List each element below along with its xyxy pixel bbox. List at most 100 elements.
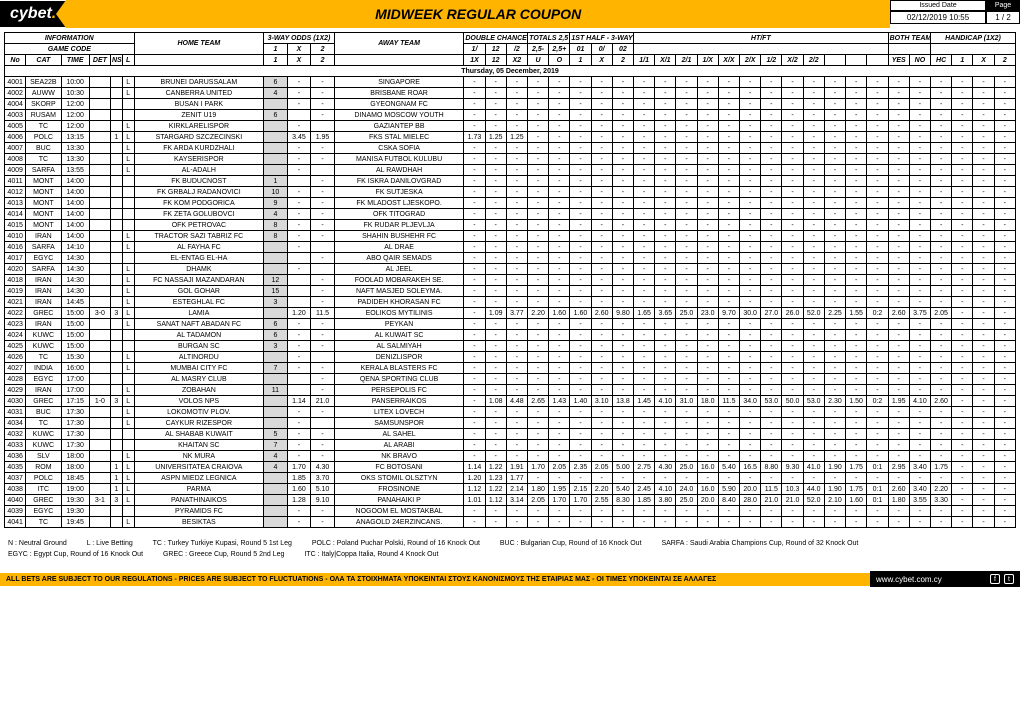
cell: - bbox=[740, 88, 761, 99]
cell bbox=[89, 220, 110, 231]
cell: - bbox=[549, 132, 570, 143]
cell: - bbox=[464, 253, 485, 264]
cell: - bbox=[931, 165, 952, 176]
cell: - bbox=[485, 418, 506, 429]
cell: - bbox=[931, 286, 952, 297]
cell: 50.0 bbox=[782, 396, 803, 407]
cell: - bbox=[506, 451, 527, 462]
cell: - bbox=[867, 363, 888, 374]
cell: - bbox=[464, 319, 485, 330]
cell: - bbox=[782, 88, 803, 99]
cell bbox=[111, 517, 123, 528]
cell: - bbox=[973, 396, 994, 407]
cell: - bbox=[287, 99, 311, 110]
cell: - bbox=[867, 231, 888, 242]
cell: 4009 bbox=[5, 165, 26, 176]
cell: - bbox=[740, 264, 761, 275]
cell: 19:30 bbox=[61, 495, 89, 506]
cell: 16.0 bbox=[697, 484, 718, 495]
home-team: EL-ENTAG EL-HA bbox=[134, 253, 264, 264]
cell: 18:00 bbox=[61, 451, 89, 462]
cell bbox=[122, 110, 134, 121]
cell: - bbox=[718, 264, 739, 275]
cell: - bbox=[803, 517, 824, 528]
cell bbox=[264, 99, 288, 110]
home-team: CANBERRA UNITED bbox=[134, 88, 264, 99]
cell: - bbox=[931, 209, 952, 220]
cell bbox=[111, 253, 123, 264]
facebook-icon[interactable]: f bbox=[990, 574, 1000, 584]
cell: MONT bbox=[26, 198, 61, 209]
cell: L bbox=[122, 363, 134, 374]
cell: - bbox=[909, 352, 930, 363]
cell: - bbox=[824, 154, 845, 165]
cell: - bbox=[846, 77, 867, 88]
cell: - bbox=[867, 198, 888, 209]
cell: - bbox=[527, 440, 548, 451]
away-team: LITEX LOVECH bbox=[334, 407, 464, 418]
cell: 1-0 bbox=[89, 396, 110, 407]
cell: 5 bbox=[264, 429, 288, 440]
cell: - bbox=[782, 352, 803, 363]
cell: - bbox=[485, 143, 506, 154]
cell bbox=[89, 143, 110, 154]
cell: 8 bbox=[264, 220, 288, 231]
cell: - bbox=[931, 352, 952, 363]
cell: 10 bbox=[264, 187, 288, 198]
cell: - bbox=[824, 231, 845, 242]
cell: - bbox=[570, 275, 591, 286]
cell: - bbox=[697, 352, 718, 363]
cell: 6 bbox=[264, 330, 288, 341]
cell: 1 bbox=[111, 132, 123, 143]
cell: - bbox=[655, 99, 676, 110]
cell: - bbox=[718, 209, 739, 220]
cell: 3-1 bbox=[89, 495, 110, 506]
cell: 3 bbox=[264, 341, 288, 352]
cell: - bbox=[311, 451, 335, 462]
cell: - bbox=[549, 374, 570, 385]
cell: 1.12 bbox=[464, 484, 485, 495]
cell: - bbox=[697, 330, 718, 341]
cell: - bbox=[570, 440, 591, 451]
cell: 14:30 bbox=[61, 264, 89, 275]
cell: - bbox=[287, 451, 311, 462]
cell bbox=[111, 352, 123, 363]
cell: - bbox=[867, 352, 888, 363]
cell bbox=[111, 385, 123, 396]
cell: - bbox=[761, 121, 782, 132]
cell: 12:00 bbox=[61, 99, 89, 110]
away-team: PADIDEH KHORASAN FC bbox=[334, 297, 464, 308]
cell: - bbox=[591, 187, 612, 198]
away-team: FKS STAL MIELEC bbox=[334, 132, 464, 143]
cell: - bbox=[549, 319, 570, 330]
cell: - bbox=[761, 132, 782, 143]
cell: - bbox=[570, 363, 591, 374]
cell: - bbox=[931, 319, 952, 330]
cell: - bbox=[655, 231, 676, 242]
cell: 1.70 bbox=[549, 495, 570, 506]
cell: - bbox=[655, 297, 676, 308]
cell: ROM bbox=[26, 462, 61, 473]
cell: 14:45 bbox=[61, 297, 89, 308]
cell: - bbox=[973, 363, 994, 374]
cell: 5.90 bbox=[718, 484, 739, 495]
cell bbox=[89, 253, 110, 264]
cell: 1.90 bbox=[824, 484, 845, 495]
cell: - bbox=[634, 374, 655, 385]
cell: - bbox=[506, 242, 527, 253]
cell: - bbox=[909, 330, 930, 341]
cell: - bbox=[697, 275, 718, 286]
cell: - bbox=[740, 407, 761, 418]
cell: - bbox=[634, 220, 655, 231]
twitter-icon[interactable]: t bbox=[1004, 574, 1014, 584]
cell: - bbox=[311, 198, 335, 209]
cell: 9.30 bbox=[782, 462, 803, 473]
cell: 3.10 bbox=[591, 396, 612, 407]
cell bbox=[264, 132, 288, 143]
cell bbox=[111, 330, 123, 341]
cell: - bbox=[612, 429, 633, 440]
cell: 6 bbox=[264, 319, 288, 330]
cell: - bbox=[676, 187, 697, 198]
cell: - bbox=[506, 165, 527, 176]
cell: - bbox=[761, 198, 782, 209]
